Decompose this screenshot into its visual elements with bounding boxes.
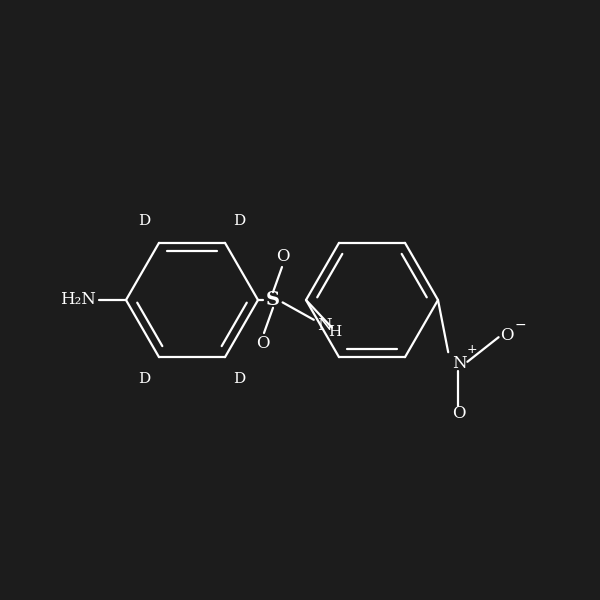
Text: H: H xyxy=(328,325,341,340)
Text: +: + xyxy=(467,343,478,356)
Text: S: S xyxy=(266,291,280,309)
Text: D: D xyxy=(139,372,151,386)
Text: O: O xyxy=(452,406,466,422)
Text: D: D xyxy=(233,372,245,386)
Text: O: O xyxy=(256,335,269,352)
Text: D: D xyxy=(233,214,245,228)
Text: H₂N: H₂N xyxy=(60,292,96,308)
Text: O: O xyxy=(500,328,514,344)
Text: −: − xyxy=(514,318,526,332)
Text: D: D xyxy=(139,214,151,228)
Text: O: O xyxy=(277,248,290,265)
Text: N: N xyxy=(317,317,332,334)
Text: N: N xyxy=(452,355,466,371)
